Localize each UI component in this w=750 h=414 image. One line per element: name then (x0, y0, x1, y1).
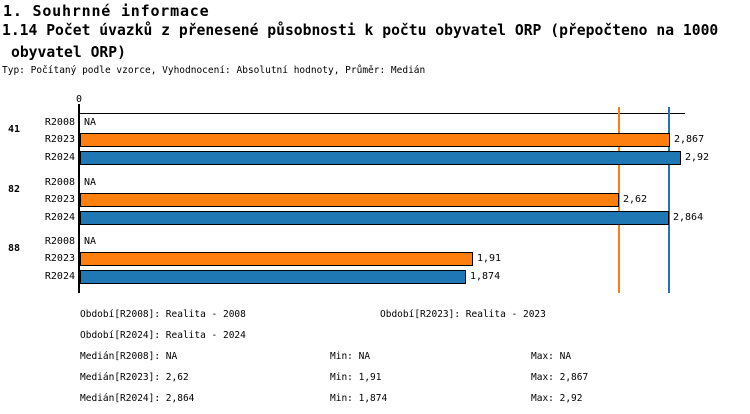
stat-min-r2024: Min: 1,874 (330, 393, 388, 404)
row-label-r2008: R2008 (44, 117, 75, 128)
row-label-r2023: R2023 (44, 134, 75, 145)
x-axis-top-line (78, 113, 685, 114)
median-line-r2024 (668, 107, 670, 293)
bar-value-na: NA (84, 177, 97, 188)
page-title: 1. Souhrnné informace (3, 2, 210, 20)
bar-row: 2,864 (80, 211, 703, 225)
row-label-r2023: R2023 (44, 253, 75, 264)
bar-value-label: 2,62 (623, 194, 648, 205)
stat-median-r2008: Medián[R2008]: NA (80, 351, 178, 362)
stat-median-r2024: Medián[R2024]: 2,864 (80, 393, 195, 404)
row-label-r2024: R2024 (44, 271, 75, 282)
y-axis-line (78, 104, 80, 293)
legend-period-r2008: Období[R2008]: Realita - 2008 (80, 309, 246, 320)
bar-r2023 (80, 252, 473, 266)
group-label-82: 82 (8, 184, 21, 195)
stat-min-r2008: Min: NA (330, 351, 371, 362)
row-label-r2024: R2024 (44, 152, 75, 163)
bar-row: 2,92 (80, 151, 709, 165)
bar-row: 1,91 (80, 252, 501, 266)
legend-period-r2024: Období[R2024]: Realita - 2024 (80, 330, 246, 341)
row-label-r2008: R2008 (44, 177, 75, 188)
stat-min-r2023: Min: 1,91 (330, 372, 382, 383)
bar-value-na: NA (84, 117, 97, 128)
stat-median-r2023: Medián[R2023]: 2,62 (80, 372, 189, 383)
bar-r2023 (80, 193, 619, 207)
bar-value-label: 2,864 (673, 212, 704, 223)
median-line-r2023 (618, 107, 620, 293)
bar-row: 2,62 (80, 193, 647, 207)
bar-r2023 (80, 133, 670, 147)
bar-r2024 (80, 211, 669, 225)
row-label-r2008: R2008 (44, 236, 75, 247)
row-label-r2024: R2024 (44, 212, 75, 223)
chart-meta-info: Typ: Počítaný podle vzorce, Vyhodnocení:… (2, 65, 426, 76)
group-label-41: 41 (8, 124, 21, 135)
stat-max-r2023: Max: 2,867 (531, 372, 589, 383)
legend-period-r2023: Období[R2023]: Realita - 2023 (380, 309, 546, 320)
group-label-88: 88 (8, 243, 21, 254)
bar-value-label: 1,91 (477, 253, 502, 264)
bar-r2024 (80, 270, 466, 284)
bar-value-label: 2,867 (674, 134, 705, 145)
chart-title-line1: 1.14 Počet úvazků z přenesené působnosti… (2, 22, 719, 39)
stat-max-r2008: Max: NA (531, 351, 572, 362)
bar-r2024 (80, 151, 681, 165)
row-label-r2023: R2023 (44, 194, 75, 205)
x-axis-tick-zero: 0 (75, 94, 83, 105)
stat-max-r2024: Max: 2,92 (531, 393, 583, 404)
bar-row: 2,867 (80, 133, 704, 147)
bar-value-label: 1,874 (470, 271, 501, 282)
bar-value-label: 2,92 (685, 152, 710, 163)
bar-row: 1,874 (80, 270, 500, 284)
bar-value-na: NA (84, 236, 97, 247)
chart-title-line2: obyvatel ORP) (11, 44, 126, 61)
